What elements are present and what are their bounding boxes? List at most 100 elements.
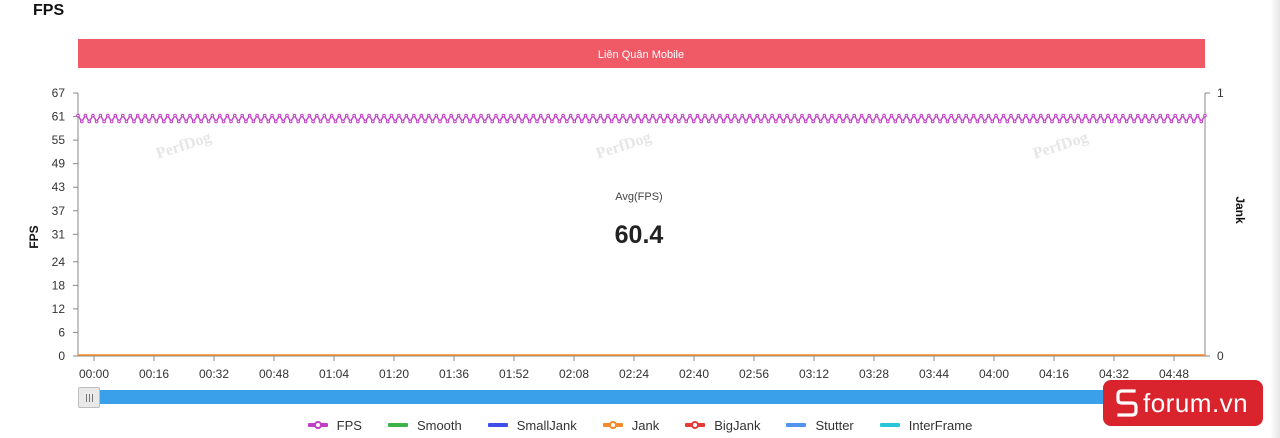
fps-point	[106, 113, 110, 118]
y-tick-label: 12	[52, 302, 66, 316]
fps-point	[740, 113, 745, 118]
fps-point	[565, 119, 569, 124]
x-tick-label: 00:32	[199, 367, 229, 381]
legend-item-stutter[interactable]: Stutter	[786, 416, 854, 434]
fps-point	[434, 113, 439, 118]
legend-item-bigjank[interactable]: BigJank	[685, 416, 760, 434]
legend-swatch-icon	[602, 421, 623, 429]
fps-point	[744, 119, 748, 124]
y-tick-label: 67	[52, 86, 66, 100]
fps-point	[736, 119, 741, 124]
legend-item-jank[interactable]: Jank	[602, 416, 659, 434]
fps-point	[475, 119, 480, 124]
fps-point	[971, 113, 976, 118]
fps-point	[273, 119, 278, 124]
fps-point	[826, 119, 830, 124]
fps-point	[938, 119, 942, 124]
legend-item-smooth[interactable]: Smooth	[387, 416, 462, 434]
y-tick-label: 18	[52, 278, 66, 292]
fps-point	[807, 113, 812, 118]
x-tick-label: 04:32	[1099, 367, 1129, 381]
fps-point	[990, 119, 995, 124]
fps-point	[419, 113, 424, 118]
legend-label: Smooth	[416, 417, 462, 433]
legend-item-fps[interactable]: FPS	[307, 416, 362, 434]
fps-point	[904, 113, 909, 118]
fps-point	[501, 113, 506, 118]
fps-point	[464, 113, 468, 118]
fps-point	[732, 113, 737, 118]
slider-handle[interactable]	[78, 387, 100, 408]
fps-point	[893, 119, 898, 124]
fps-point	[98, 113, 103, 118]
fps-point	[1087, 119, 1092, 124]
fps-point	[822, 113, 827, 118]
watermark-group: PerfDog PerfDog PerfDog	[154, 129, 1090, 163]
fps-point	[762, 113, 767, 118]
fps-point	[374, 113, 379, 118]
legend-swatch-icon	[487, 423, 508, 427]
fps-point	[191, 119, 196, 124]
fps-point	[874, 113, 879, 118]
fps-point	[1180, 113, 1185, 118]
time-range-slider[interactable]	[78, 390, 1204, 404]
fps-point	[673, 113, 677, 118]
x-tick-label: 01:04	[319, 367, 349, 381]
fps-point	[188, 113, 192, 118]
fps-point	[1057, 119, 1062, 124]
fps-point	[423, 119, 427, 124]
fps-point	[960, 119, 965, 124]
fps-point	[811, 119, 815, 124]
fps-point	[1042, 119, 1047, 124]
y-tick-label: 24	[52, 255, 66, 269]
fps-point	[154, 119, 159, 124]
fps-point	[975, 119, 980, 124]
x-tick-label: 04:16	[1039, 367, 1069, 381]
fps-point	[449, 113, 453, 118]
x-tick-label: 00:00	[79, 367, 109, 381]
fps-point	[505, 119, 509, 124]
fps-point	[281, 119, 286, 124]
fps-point	[468, 119, 472, 124]
fps-point	[132, 119, 136, 124]
legend-swatch-icon	[387, 423, 408, 427]
avg-value: 60.4	[615, 221, 664, 249]
fps-point	[725, 113, 730, 118]
fps-point	[927, 113, 931, 118]
fps-point	[677, 119, 681, 124]
fps-point	[1012, 119, 1017, 124]
fps-point	[1046, 113, 1051, 118]
y-tick-label: 49	[52, 157, 66, 171]
fps-point	[878, 119, 883, 124]
fps-point	[1039, 113, 1043, 118]
fps-point	[632, 119, 636, 124]
fps-point	[76, 113, 80, 118]
fps-point	[1203, 113, 1207, 118]
fps-point	[721, 119, 726, 124]
fps-point	[997, 119, 1002, 124]
brand-badge: forum.vn	[1103, 380, 1263, 426]
fps-point	[1016, 113, 1021, 118]
fps-point	[382, 113, 386, 118]
fps-point	[1076, 113, 1080, 118]
legend-item-smalljank[interactable]: SmallJank	[487, 416, 577, 434]
fps-point	[1094, 119, 1099, 124]
fps-point	[568, 113, 573, 118]
fps-point	[695, 113, 700, 118]
fps-point	[635, 113, 640, 118]
fps-point	[1061, 113, 1065, 118]
fps-point	[147, 119, 151, 124]
fps-point	[83, 113, 88, 118]
fps-point	[1162, 119, 1166, 124]
fps-point	[662, 119, 666, 124]
fps-point	[266, 119, 271, 124]
fps-point	[886, 119, 890, 124]
fps-point	[923, 119, 927, 124]
fps-point	[341, 119, 345, 124]
fps-point	[650, 113, 655, 118]
y2-tick-label: 0	[1217, 349, 1224, 363]
s-logo-icon	[1115, 388, 1139, 418]
legend-item-interframe[interactable]: InterFrame	[879, 416, 972, 434]
fps-point	[624, 119, 629, 124]
